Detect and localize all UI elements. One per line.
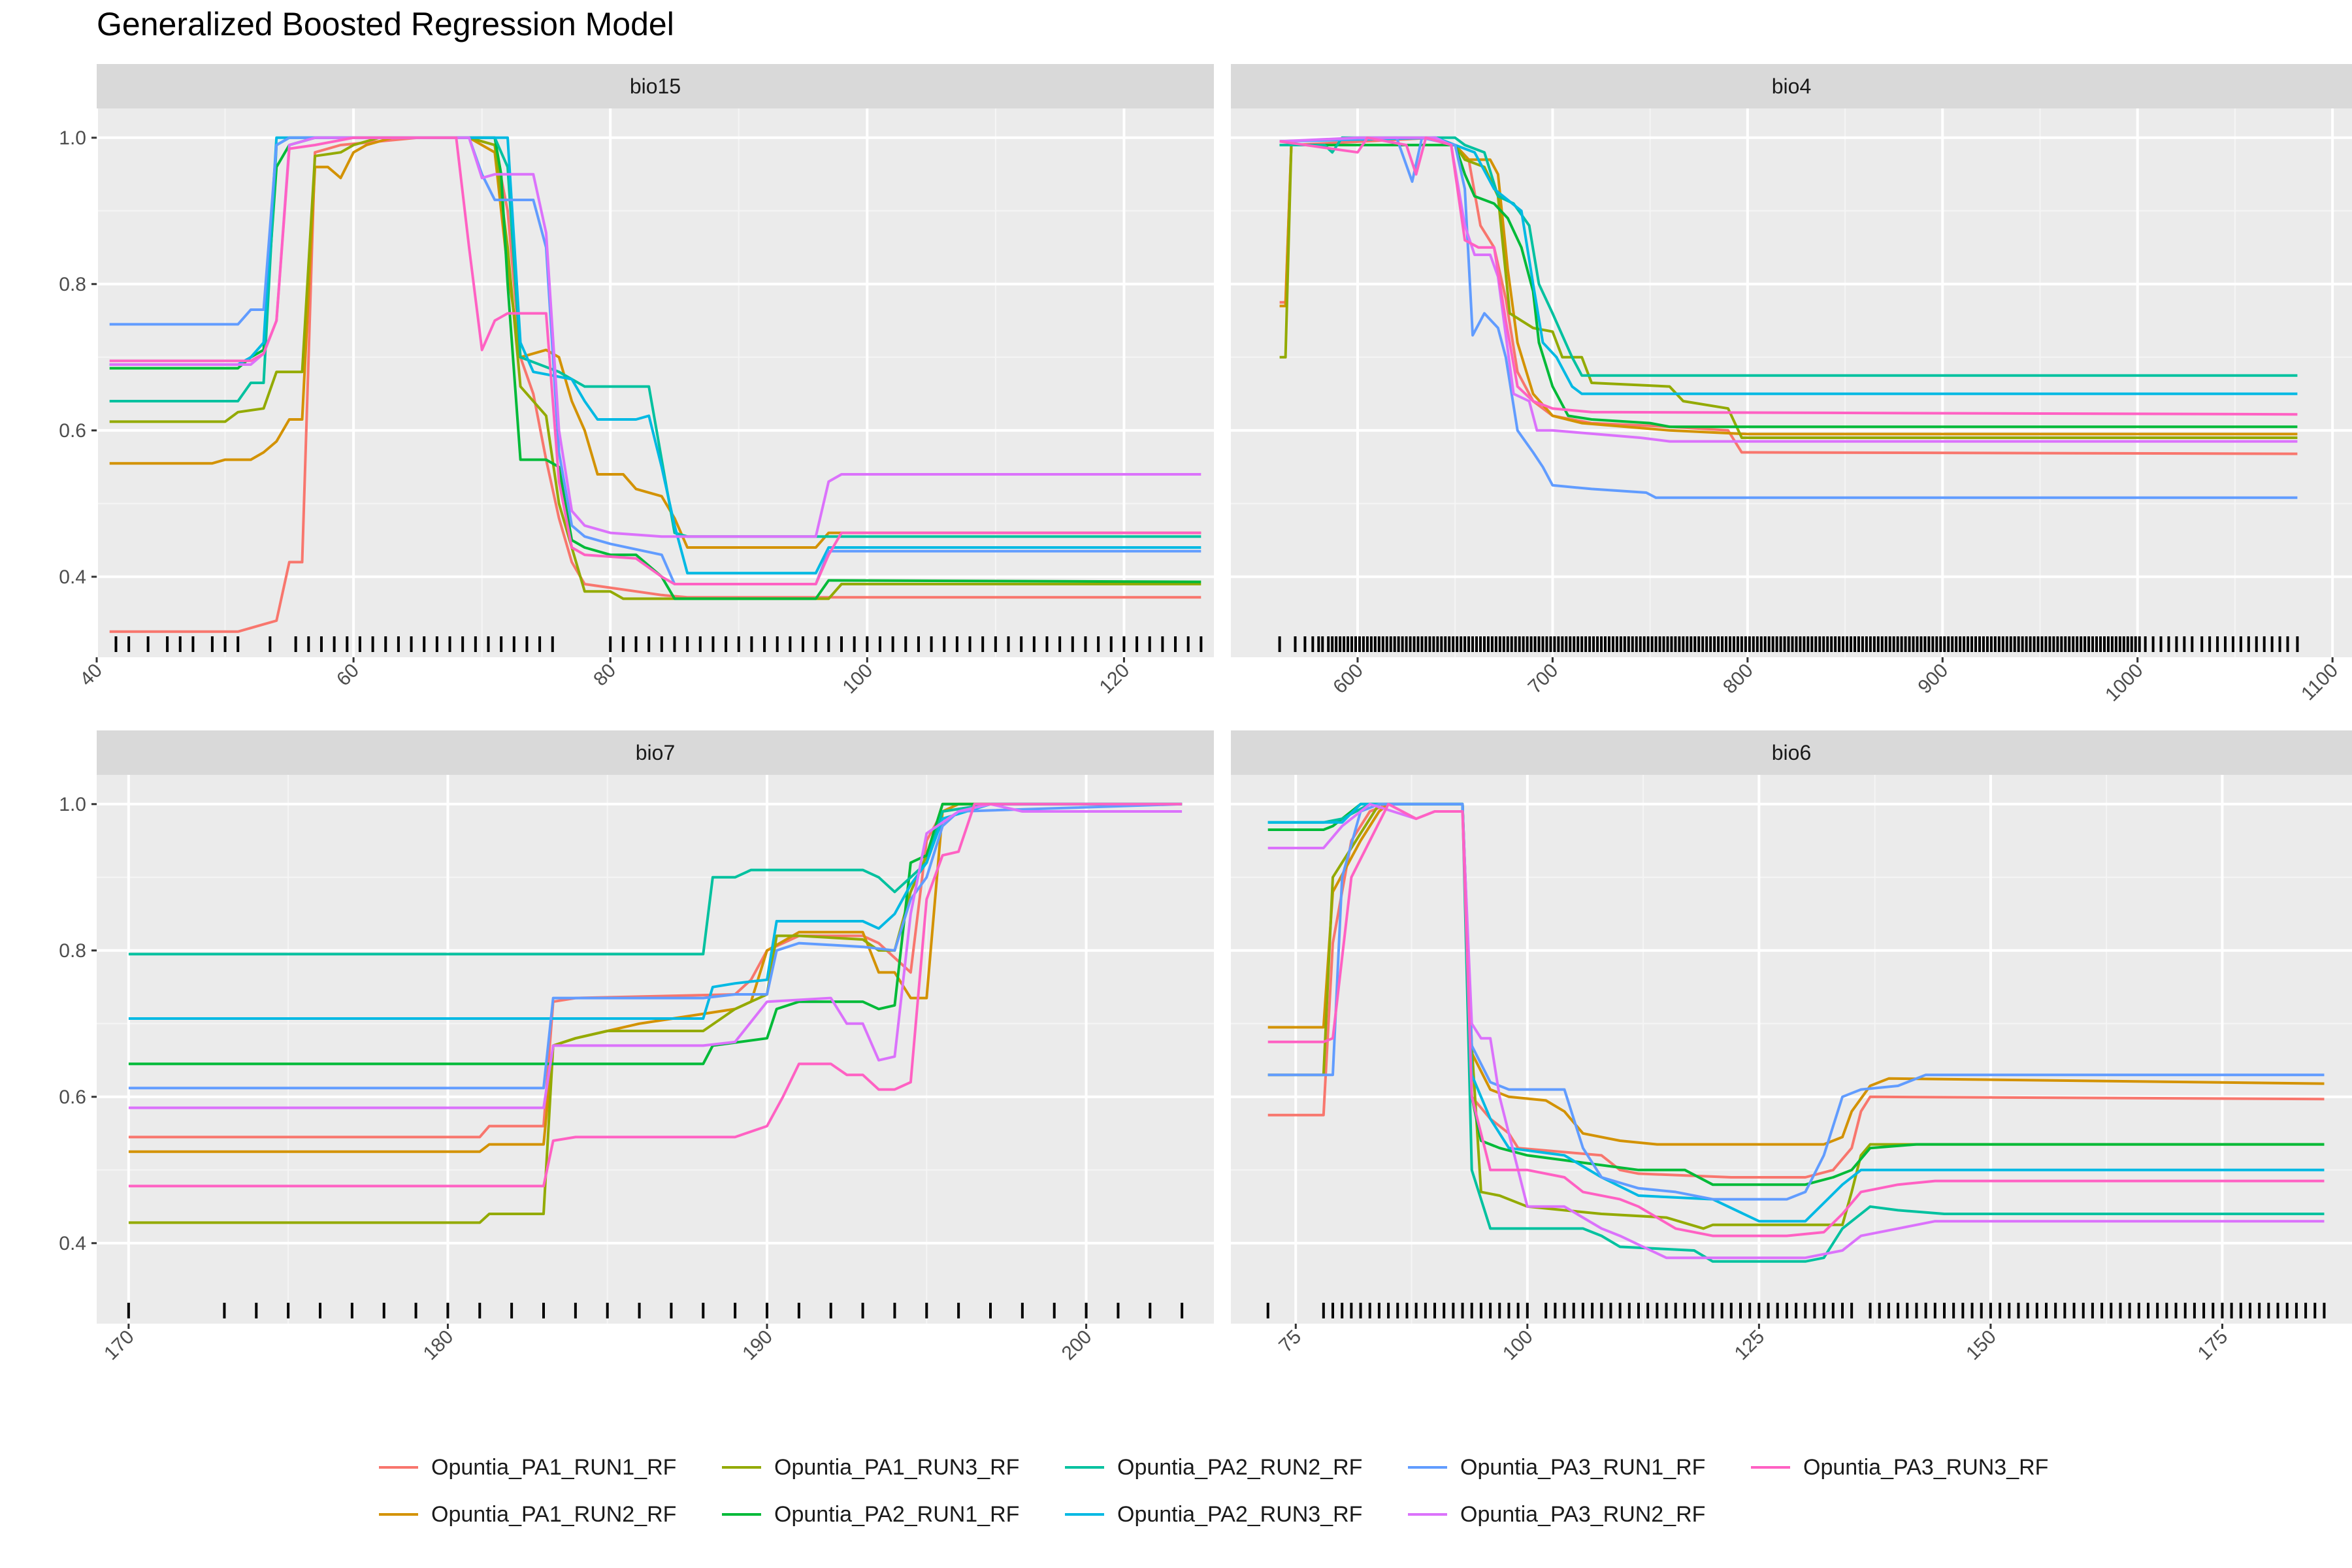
legend-item: Opuntia_PA1_RUN2_RF [379,1502,722,1527]
legend-label: Opuntia_PA2_RUN2_RF [1117,1454,1363,1480]
legend-key [722,1513,761,1516]
series-line-Opuntia_PA3_RUN1_RF [109,136,1201,585]
legend-key [1408,1466,1447,1469]
x-tick-label: 600 [1329,660,1367,698]
legend-item: Opuntia_PA3_RUN1_RF [1408,1455,1751,1480]
series-line-Opuntia_PA2_RUN3_RF [128,802,1183,1020]
facet-panel-bio7: bio7 0.4 0.6 0.8 1.0 170 180 190 200 [59,730,1214,1364]
legend-item: Opuntia_PA3_RUN2_RF [1408,1502,1751,1527]
series-line-Opuntia_PA3_RUN3_RF [109,136,1201,585]
series-line-Opuntia_PA2_RUN3_RF [109,136,1201,575]
legend-key [379,1513,418,1516]
panel-background [1231,775,2352,1324]
series-line-Opuntia_PA3_RUN3_RF [128,802,1183,1188]
x-tick-label: 100 [1499,1326,1537,1365]
legend-item: Opuntia_PA2_RUN2_RF [1065,1455,1408,1480]
x-tick-label: 800 [1719,660,1757,698]
plot-area: bio15 0.4 0.6 0.8 1.0 40 60 80 100 120 bio4 600 700 8… [59,64,2352,1364]
panel-background [1231,108,2352,657]
legend-label: Opuntia_PA3_RUN1_RF [1460,1454,1706,1480]
y-tick-label: 1.0 [59,794,86,815]
facet-strip [1231,730,2352,775]
legend-label: Opuntia_PA2_RUN3_RF [1117,1501,1363,1527]
panel-background [97,775,1214,1324]
legend-label: Opuntia_PA3_RUN2_RF [1460,1501,1706,1527]
x-tick-label: 1100 [2297,660,2342,705]
legend-item: Opuntia_PA2_RUN1_RF [722,1502,1065,1527]
facet-strip [1231,64,2352,108]
facet-strip-label: bio15 [630,74,681,98]
legend-label: Opuntia_PA1_RUN3_RF [774,1454,1020,1480]
x-tick-label: 190 [738,1326,777,1365]
legend-key [1408,1513,1447,1516]
legend-label: Opuntia_PA1_RUN1_RF [431,1454,677,1480]
y-tick-label: 0.6 [59,420,86,442]
series-line-Opuntia_PA1_RUN1_RF [128,802,1183,1139]
x-tick-label: 200 [1058,1326,1096,1365]
series-line-Opuntia_PA2_RUN2_RF [128,802,1183,956]
facet-panel-bio15: bio15 0.4 0.6 0.8 1.0 40 60 80 100 120 [59,64,1214,698]
x-tick-label: 75 [1275,1326,1305,1357]
x-tick-label: 100 [839,660,877,698]
legend-item: Opuntia_PA3_RUN3_RF [1751,1455,2094,1480]
x-tick-label: 125 [1731,1326,1769,1365]
series-line-Opuntia_PA3_RUN2_RF [128,802,1183,1109]
facet-strip [97,64,1214,108]
y-tick-label: 1.0 [59,127,86,149]
y-tick-label: 0.8 [59,940,86,962]
series-line-Opuntia_PA3_RUN3_RF [1279,136,2298,416]
facet-strip-label: bio7 [636,741,676,764]
legend-item: Opuntia_PA1_RUN3_RF [722,1455,1065,1480]
chart-title: Generalized Boosted Regression Model [97,6,674,42]
legend-row: Opuntia_PA1_RUN1_RF Opuntia_PA1_RUN3_RF … [379,1444,2143,1491]
panel-background [97,108,1214,657]
facet-panel-bio4: bio4 600 700 800 900 1000 1100 [1231,64,2352,706]
series-line-Opuntia_PA1_RUN2_RF [128,802,1183,1153]
x-tick-label: 900 [1914,660,1953,698]
x-tick-label: 60 [333,660,363,691]
series-line-Opuntia_PA3_RUN3_RF [1267,802,2325,1237]
facet-strip-label: bio4 [1772,74,1812,98]
y-tick-label: 0.4 [59,1233,86,1254]
series-line-Opuntia_PA3_RUN2_RF [1267,802,2325,1260]
y-tick-label: 0.4 [59,566,86,588]
series-line-Opuntia_PA3_RUN1_RF [128,802,1183,1090]
facet-strip-label: bio6 [1772,741,1812,764]
y-tick-label: 0.6 [59,1086,86,1108]
legend-item: Opuntia_PA1_RUN1_RF [379,1455,722,1480]
facet-strip [97,730,1214,775]
legend-label: Opuntia_PA3_RUN3_RF [1803,1454,2049,1480]
legend-key [722,1466,761,1469]
x-tick-label: 40 [76,660,106,691]
x-tick-label: 120 [1096,660,1134,698]
x-tick-label: 180 [419,1326,458,1365]
y-tick-label: 0.8 [59,274,86,295]
x-tick-label: 170 [100,1326,139,1365]
legend-key [1751,1466,1790,1469]
legend-item: Opuntia_PA2_RUN3_RF [1065,1502,1408,1527]
x-tick-label: 150 [1962,1326,2001,1365]
facet-panel-bio6: bio6 75 100 125 150 175 [1231,730,2352,1364]
legend-key [379,1466,418,1469]
x-tick-label: 175 [2194,1326,2232,1365]
legend-key [1065,1513,1104,1516]
x-tick-label: 1000 [2101,660,2148,706]
series-line-Opuntia_PA1_RUN2_RF [1267,802,2325,1146]
series-line-Opuntia_PA3_RUN1_RF [1279,136,2298,499]
legend: Opuntia_PA1_RUN1_RF Opuntia_PA1_RUN3_RF … [379,1444,2143,1538]
legend-row: Opuntia_PA1_RUN2_RF Opuntia_PA2_RUN1_RF … [379,1491,2143,1538]
legend-label: Opuntia_PA2_RUN1_RF [774,1501,1020,1527]
series-line-Opuntia_PA2_RUN3_RF [1267,802,2325,1223]
x-tick-label: 700 [1524,660,1563,698]
x-tick-label: 80 [589,660,620,691]
series-line-Opuntia_PA1_RUN1_RF [109,136,1201,633]
legend-label: Opuntia_PA1_RUN2_RF [431,1501,677,1527]
legend-key [1065,1466,1104,1469]
